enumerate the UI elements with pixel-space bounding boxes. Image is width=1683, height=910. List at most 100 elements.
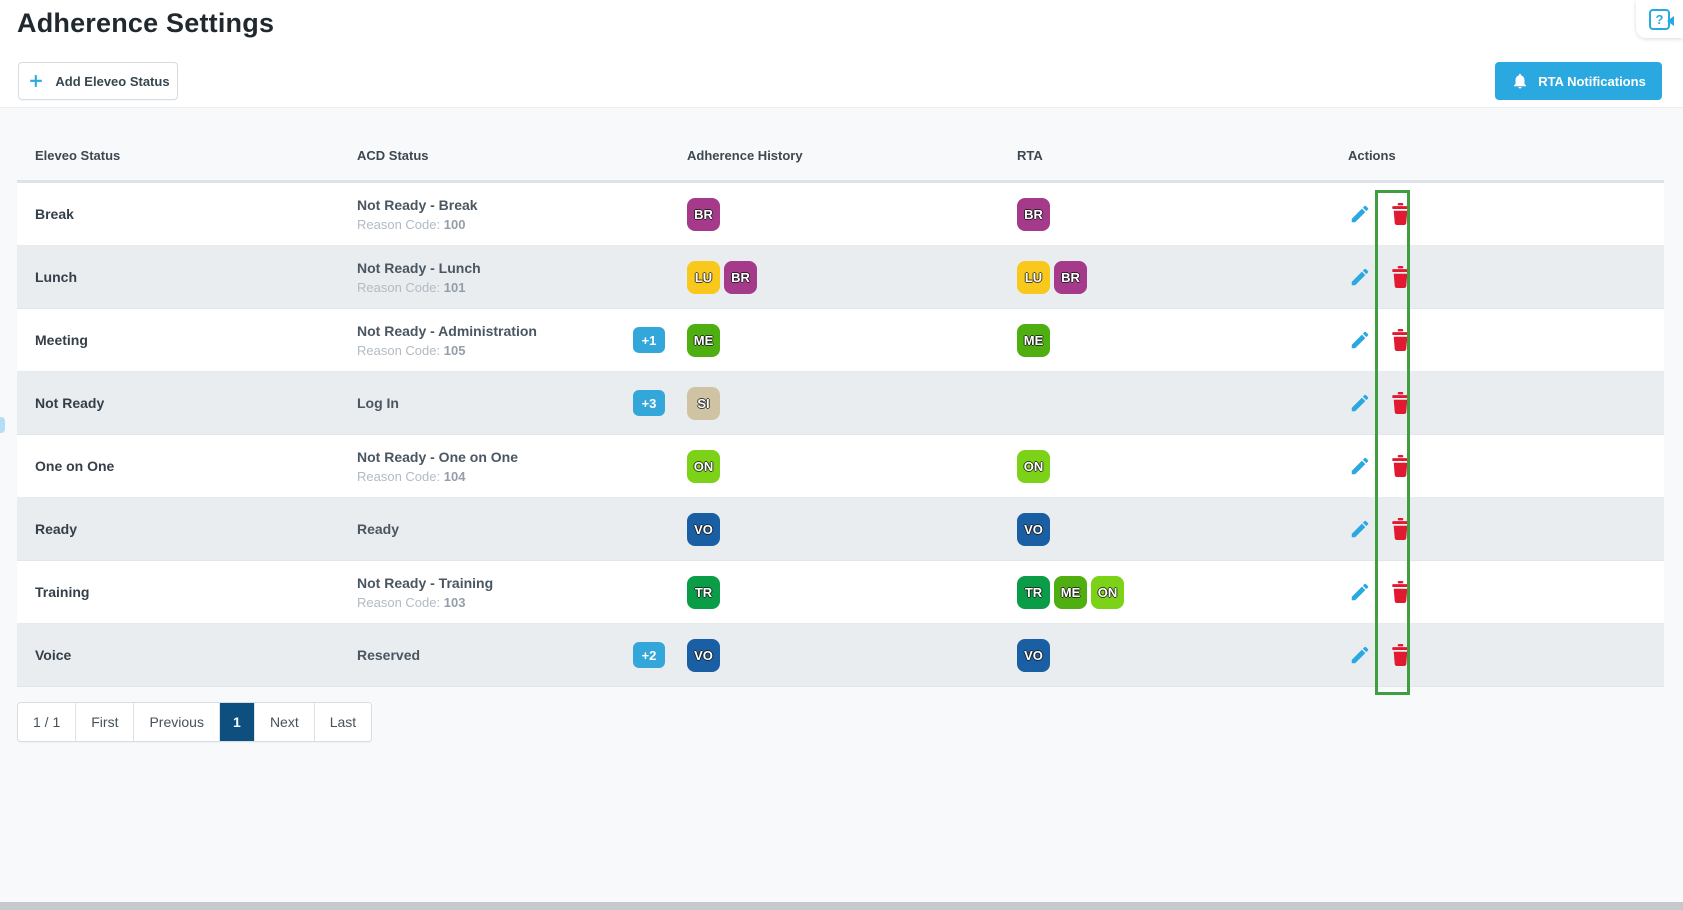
status-badge-me: ME bbox=[687, 323, 720, 357]
reason-code-value: 104 bbox=[443, 468, 466, 484]
acd-status-text: Not Ready - Break bbox=[357, 196, 478, 213]
add-eleveo-status-button[interactable]: Add Eleveo Status bbox=[18, 62, 178, 100]
acd-status-text: Not Ready - Lunch bbox=[357, 259, 481, 276]
edit-button[interactable] bbox=[1348, 643, 1372, 667]
eleveo-status-cell: Voice bbox=[35, 624, 357, 686]
help-icon: ? bbox=[1649, 8, 1674, 30]
status-badge-me: ME bbox=[1054, 575, 1087, 609]
column-header-acd-status: ACD Status bbox=[357, 147, 429, 163]
acd-status-text: Reserved bbox=[357, 647, 421, 663]
pagination-next[interactable]: Next bbox=[254, 703, 315, 741]
rta-cell: LU BR bbox=[1017, 246, 1348, 308]
delete-button[interactable] bbox=[1388, 391, 1412, 415]
acd-status-cell: Not Ready - Administration Reason Code: … bbox=[357, 309, 687, 371]
eleveo-status-name: Ready bbox=[35, 521, 78, 537]
delete-button[interactable] bbox=[1388, 454, 1412, 478]
pagination: 1 / 1 First Previous 1 Next Last bbox=[17, 702, 373, 742]
eleveo-status-cell: Lunch bbox=[35, 246, 357, 308]
adherence-history-cell: SI bbox=[687, 372, 1017, 434]
pagination-previous[interactable]: Previous bbox=[134, 703, 220, 741]
delete-button[interactable] bbox=[1388, 517, 1412, 541]
eleveo-status-name: Not Ready bbox=[35, 395, 105, 411]
adherence-history-cell: ME bbox=[687, 309, 1017, 371]
pencil-icon bbox=[1351, 583, 1369, 601]
left-edge-accent bbox=[0, 417, 5, 433]
eleveo-status-cell: Ready bbox=[35, 498, 357, 560]
actions-cell bbox=[1348, 498, 1664, 560]
acd-status-cell: Not Ready - One on One Reason Code: 104 bbox=[357, 435, 687, 497]
acd-status-text: Not Ready - One on One bbox=[357, 448, 519, 465]
acd-status-cell: Reserved +2 bbox=[357, 624, 687, 686]
edit-button[interactable] bbox=[1348, 202, 1372, 226]
pagination-page-1[interactable]: 1 bbox=[219, 703, 255, 741]
more-count-badge[interactable]: +1 bbox=[633, 327, 665, 353]
trash-icon bbox=[1391, 203, 1409, 225]
eleveo-status-cell: Not Ready bbox=[35, 372, 357, 434]
table-row: Training Not Ready - Training Reason Cod… bbox=[17, 561, 1664, 624]
delete-button[interactable] bbox=[1388, 643, 1412, 667]
status-badge-vo: VO bbox=[687, 512, 720, 546]
reason-code-value: 100 bbox=[443, 216, 466, 232]
column-header-adherence-history: Adherence History bbox=[687, 147, 803, 163]
actions-cell bbox=[1348, 624, 1664, 686]
more-count-badge[interactable]: +2 bbox=[633, 642, 665, 668]
table-row: Lunch Not Ready - Lunch Reason Code: 101… bbox=[17, 246, 1664, 309]
trash-icon bbox=[1391, 518, 1409, 540]
add-eleveo-status-label: Add Eleveo Status bbox=[55, 73, 170, 89]
help-button[interactable]: ? bbox=[1636, 0, 1683, 38]
status-badge-si: SI bbox=[687, 386, 720, 420]
acd-status-cell: Not Ready - Break Reason Code: 100 bbox=[357, 183, 687, 245]
page-title: Adherence Settings bbox=[17, 8, 275, 38]
adherence-history-cell: VO bbox=[687, 624, 1017, 686]
acd-status-text: Not Ready - Administration bbox=[357, 322, 537, 339]
bell-icon bbox=[1514, 73, 1527, 89]
adherence-history-cell: ON bbox=[687, 435, 1017, 497]
edit-button[interactable] bbox=[1348, 265, 1372, 289]
edit-button[interactable] bbox=[1348, 328, 1372, 352]
delete-button[interactable] bbox=[1388, 202, 1412, 226]
eleveo-status-name: Voice bbox=[35, 647, 72, 663]
adherence-history-cell: TR bbox=[687, 561, 1017, 623]
edit-button[interactable] bbox=[1348, 580, 1372, 604]
eleveo-status-cell: Training bbox=[35, 561, 357, 623]
reason-code-value: 103 bbox=[443, 594, 466, 610]
eleveo-status-cell: Break bbox=[35, 183, 357, 245]
delete-button[interactable] bbox=[1388, 328, 1412, 352]
status-badge-lu: LU bbox=[1017, 260, 1050, 294]
pencil-icon bbox=[1351, 394, 1369, 412]
edit-button[interactable] bbox=[1348, 391, 1372, 415]
actions-cell bbox=[1348, 372, 1664, 434]
eleveo-status-name: One on One bbox=[35, 458, 115, 474]
actions-cell bbox=[1348, 183, 1664, 245]
rta-cell: VO bbox=[1017, 624, 1348, 686]
pagination-last[interactable]: Last bbox=[314, 703, 372, 741]
reason-code-label: Reason Code: bbox=[357, 342, 444, 358]
edit-button[interactable] bbox=[1348, 454, 1372, 478]
eleveo-status-cell: One on One bbox=[35, 435, 357, 497]
trash-icon bbox=[1391, 455, 1409, 477]
pagination-first[interactable]: First bbox=[76, 703, 135, 741]
acd-status-cell: Not Ready - Training Reason Code: 103 bbox=[357, 561, 687, 623]
screen-edge-strip bbox=[0, 902, 1683, 910]
status-badge-tr: TR bbox=[1017, 575, 1050, 609]
delete-button[interactable] bbox=[1388, 265, 1412, 289]
edit-button[interactable] bbox=[1348, 517, 1372, 541]
more-count-badge[interactable]: +3 bbox=[633, 390, 665, 416]
trash-icon bbox=[1391, 266, 1409, 288]
reason-code-label: Reason Code: bbox=[357, 216, 444, 232]
rta-notifications-button[interactable]: RTA Notifications bbox=[1495, 62, 1662, 100]
delete-button[interactable] bbox=[1388, 580, 1412, 604]
actions-cell bbox=[1348, 435, 1664, 497]
reason-code-value: 101 bbox=[443, 279, 466, 295]
rta-cell: TR ME ON bbox=[1017, 561, 1348, 623]
trash-icon bbox=[1391, 392, 1409, 414]
table-row: One on One Not Ready - One on One Reason… bbox=[17, 435, 1664, 498]
status-badge-vo: VO bbox=[687, 638, 720, 672]
rta-cell bbox=[1017, 372, 1348, 434]
pencil-icon bbox=[1351, 331, 1369, 349]
reason-code: Reason Code: 105 bbox=[357, 342, 465, 359]
reason-code: Reason Code: 103 bbox=[357, 594, 465, 611]
reason-code: Reason Code: 100 bbox=[357, 216, 465, 233]
reason-code-label: Reason Code: bbox=[357, 468, 444, 484]
adherence-settings-table: Eleveo Status ACD Status Adherence Histo… bbox=[17, 130, 1664, 687]
